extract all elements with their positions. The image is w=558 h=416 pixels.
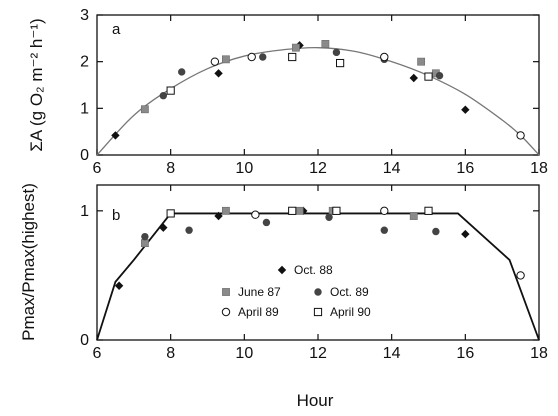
data-point xyxy=(417,57,426,66)
legend-item: April 89 xyxy=(221,305,279,319)
legend-label: April 90 xyxy=(330,305,371,319)
x-tick-label: 6 xyxy=(93,160,102,177)
data-point xyxy=(214,69,223,78)
data-point xyxy=(251,210,260,219)
x-tick-label: 12 xyxy=(309,345,327,362)
data-point xyxy=(140,105,149,114)
series-april-89 xyxy=(210,52,525,140)
legend-label: Oct. 88 xyxy=(294,263,333,277)
data-point xyxy=(325,213,333,221)
series-oct-89 xyxy=(159,48,444,100)
ylabel-a: ΣA (g O₂ m⁻² h⁻¹) xyxy=(27,18,46,151)
y-axis-title-a: ΣA (g O₂ m⁻² h⁻¹) xyxy=(27,18,46,151)
legend: Oct. 88 June 87 Oct. 89 April 89 April 90 xyxy=(221,263,371,319)
legend-item: Oct. 88 xyxy=(277,263,333,277)
data-point xyxy=(288,52,297,62)
data-point xyxy=(424,206,433,215)
panel-letter: b xyxy=(112,207,120,224)
series-june-87 xyxy=(140,40,440,114)
data-point xyxy=(210,57,220,66)
data-point xyxy=(159,92,167,100)
series-april-90 xyxy=(166,52,433,95)
legend-marker xyxy=(277,265,287,275)
legend-label: April 89 xyxy=(238,305,279,319)
data-point xyxy=(166,86,175,95)
y-tick-label: 1 xyxy=(80,203,89,220)
legend-item: June 87 xyxy=(222,285,281,299)
legend-item: Oct. 89 xyxy=(314,285,369,299)
x-tick-label: 10 xyxy=(235,160,253,177)
legend-marker xyxy=(221,307,231,317)
legend-marker xyxy=(222,288,230,296)
plot-frame xyxy=(96,14,540,156)
x-tick-label: 6 xyxy=(93,345,102,362)
series-april-89 xyxy=(251,206,525,280)
data-point xyxy=(222,55,230,64)
data-point xyxy=(214,211,223,221)
legend-label: Oct. 89 xyxy=(330,285,369,299)
y-tick-label: 0 xyxy=(80,147,89,164)
legend-label: June 87 xyxy=(238,285,281,299)
data-point xyxy=(178,68,186,76)
data-point xyxy=(166,209,175,218)
x-tick-label: 8 xyxy=(166,160,175,177)
data-point xyxy=(288,206,297,215)
data-point xyxy=(159,223,168,232)
x-tick-label: 16 xyxy=(456,345,474,362)
fit-curve xyxy=(96,46,540,156)
data-point xyxy=(409,73,418,83)
data-point xyxy=(291,43,300,52)
data-point xyxy=(247,52,256,62)
data-point xyxy=(336,58,345,68)
data-point xyxy=(380,226,388,234)
data-point xyxy=(222,206,230,215)
data-point xyxy=(140,239,149,248)
x-tick-label: 8 xyxy=(166,345,175,362)
legend-item: April 90 xyxy=(313,305,371,319)
ylabel-b: Pmax/Pmax(highest) xyxy=(19,183,38,341)
y-tick-label: 2 xyxy=(80,54,89,71)
data-point xyxy=(114,281,124,290)
legend-marker xyxy=(313,307,323,317)
data-point xyxy=(295,206,304,215)
data-point xyxy=(432,227,440,236)
data-point xyxy=(332,48,341,57)
data-point xyxy=(380,206,389,216)
legend-marker xyxy=(314,288,322,296)
data-point xyxy=(516,271,525,280)
data-point xyxy=(185,226,193,234)
series-april-90 xyxy=(166,206,433,218)
data-point xyxy=(111,131,120,140)
data-point xyxy=(141,232,149,241)
data-point xyxy=(262,218,271,227)
x-tick-label: 10 xyxy=(235,345,253,362)
y-tick-label: 0 xyxy=(80,332,89,349)
data-point xyxy=(516,131,525,140)
y-tick-label: 3 xyxy=(80,7,89,24)
panel-letter: a xyxy=(112,21,121,38)
x-axis-title: Hour xyxy=(297,391,334,410)
x-tick-label: 18 xyxy=(530,160,548,177)
data-point xyxy=(461,105,470,114)
data-point xyxy=(259,53,267,61)
data-point xyxy=(321,40,330,48)
x-tick-label: 16 xyxy=(456,160,474,177)
x-tick-label: 18 xyxy=(530,345,548,362)
data-point xyxy=(332,206,341,215)
x-tick-label: 14 xyxy=(383,160,401,177)
data-point xyxy=(424,72,433,81)
panel-b: 6 8 10 12 14 16 18 0 1 b xyxy=(80,184,548,362)
data-point xyxy=(409,212,418,220)
data-point xyxy=(435,71,444,80)
x-tick-label: 12 xyxy=(309,160,327,177)
data-point xyxy=(461,229,470,239)
series-oct-89 xyxy=(141,213,440,241)
y-tick-label: 1 xyxy=(80,100,89,117)
y-axis-title-b: Pmax/Pmax(highest) xyxy=(19,183,38,341)
data-point xyxy=(380,52,389,62)
x-tick-label: 14 xyxy=(383,345,401,362)
